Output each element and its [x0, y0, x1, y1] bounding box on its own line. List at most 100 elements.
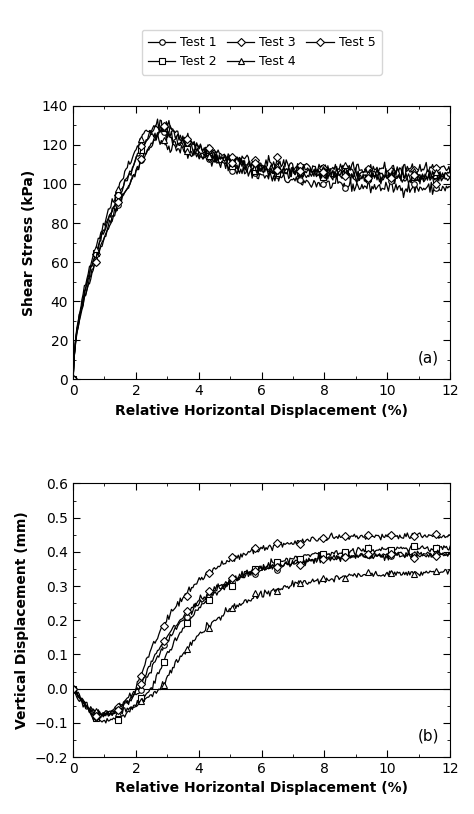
Test 1 [415, 549, 420, 559]
Test 2 [389, 171, 395, 181]
Line: Test 2: Test 2 [70, 123, 453, 383]
Test 1 [406, 546, 411, 556]
Test 3 [389, 161, 395, 171]
Test 1 [302, 558, 308, 568]
Test 3 [389, 533, 395, 543]
Y-axis label: Shear Stress (kPa): Shear Stress (kPa) [22, 169, 36, 316]
Test 3 [296, 536, 301, 545]
Line: Test 3: Test 3 [70, 530, 453, 720]
Test 5 [166, 116, 172, 125]
Test 1 [295, 556, 301, 566]
Test 5 [70, 374, 76, 384]
Test 3 [295, 161, 301, 171]
Test 4 [296, 163, 301, 173]
Test 1 [160, 121, 165, 131]
Test 1 [413, 180, 419, 190]
Test 4 [447, 165, 453, 175]
Test 5 [435, 545, 440, 555]
Test 4 [70, 374, 76, 384]
Test 4 [447, 565, 453, 575]
Test 3 [413, 530, 419, 540]
Test 1 [99, 711, 105, 720]
Test 2 [70, 684, 76, 694]
Test 2 [72, 686, 77, 696]
Test 5 [296, 163, 301, 173]
Test 1 [447, 182, 453, 192]
Test 5 [98, 713, 104, 723]
Test 2 [447, 541, 453, 551]
Test 3 [70, 684, 76, 694]
Test 4 [143, 125, 149, 135]
Line: Test 3: Test 3 [70, 116, 453, 383]
Test 3 [417, 528, 423, 538]
Test 3 [295, 536, 301, 545]
Test 4 [296, 576, 301, 586]
Test 3 [413, 169, 419, 179]
Test 1 [70, 684, 76, 694]
Test 2 [447, 172, 453, 182]
Line: Test 4: Test 4 [70, 567, 453, 720]
Line: Test 4: Test 4 [70, 127, 453, 383]
Test 2 [103, 718, 109, 728]
Test 5 [295, 557, 301, 567]
Test 1 [447, 549, 453, 559]
Test 5 [389, 548, 395, 558]
Test 1 [389, 554, 395, 563]
Test 4 [389, 173, 395, 182]
Line: Test 5: Test 5 [70, 547, 453, 720]
X-axis label: Relative Horizontal Displacement (%): Relative Horizontal Displacement (%) [115, 781, 408, 795]
Test 2 [413, 172, 419, 182]
Test 2 [70, 374, 76, 384]
Test 2 [295, 159, 301, 168]
Test 3 [72, 687, 77, 697]
X-axis label: Relative Horizontal Displacement (%): Relative Horizontal Displacement (%) [115, 404, 408, 418]
Test 4 [442, 565, 448, 575]
Test 4 [302, 165, 308, 175]
Test 4 [295, 579, 301, 589]
Text: (b): (b) [418, 729, 439, 743]
Test 2 [295, 554, 301, 564]
Test 1 [296, 558, 301, 568]
Test 3 [70, 374, 76, 384]
Test 4 [70, 684, 76, 694]
Test 5 [295, 169, 301, 179]
Test 2 [151, 120, 156, 130]
Test 5 [413, 552, 419, 562]
Test 5 [447, 549, 453, 559]
Test 4 [413, 168, 419, 178]
Text: (a): (a) [418, 351, 439, 365]
Test 5 [447, 173, 453, 182]
Test 3 [447, 530, 453, 540]
Test 3 [296, 160, 301, 169]
Y-axis label: Vertical Displacement (mm): Vertical Displacement (mm) [15, 511, 29, 729]
Test 3 [302, 536, 308, 546]
Legend: Test 1, Test 2, Test 3, Test 4, Test 5: Test 1, Test 2, Test 3, Test 4, Test 5 [142, 30, 382, 75]
Test 1 [72, 351, 77, 361]
Test 4 [413, 567, 419, 577]
Test 5 [296, 558, 301, 567]
Test 2 [302, 549, 308, 559]
Test 1 [72, 686, 77, 696]
Test 1 [295, 177, 301, 187]
Test 3 [72, 351, 77, 361]
Test 3 [155, 114, 160, 124]
Test 4 [302, 575, 308, 585]
Test 3 [447, 168, 453, 177]
Test 4 [295, 161, 301, 171]
Test 2 [296, 552, 301, 562]
Line: Test 2: Test 2 [70, 542, 453, 726]
Test 5 [302, 561, 308, 571]
Test 1 [296, 168, 301, 178]
Line: Test 1: Test 1 [70, 123, 453, 383]
Test 2 [415, 543, 420, 553]
Test 2 [296, 164, 301, 174]
Test 5 [413, 174, 419, 184]
Test 5 [389, 166, 395, 176]
Line: Test 5: Test 5 [70, 118, 453, 383]
Test 5 [72, 351, 77, 361]
Test 4 [100, 712, 106, 722]
Test 1 [389, 180, 395, 190]
Line: Test 1: Test 1 [70, 549, 453, 719]
Test 5 [72, 684, 77, 694]
Test 2 [366, 540, 372, 550]
